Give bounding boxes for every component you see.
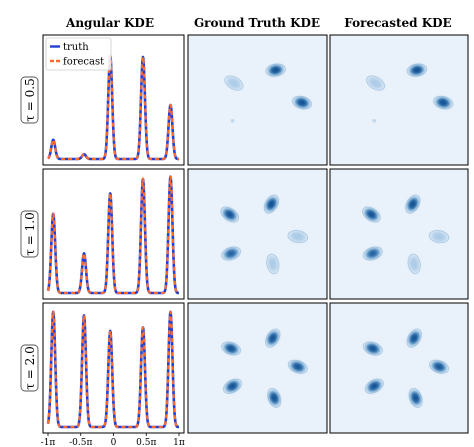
kde-blob xyxy=(365,75,386,91)
row-label-box xyxy=(20,344,39,392)
truth-line xyxy=(46,310,180,429)
kde-blob xyxy=(266,253,280,275)
legend-forecast-label: forecast xyxy=(63,57,104,68)
ground-truth-kde-map-1 xyxy=(187,34,328,166)
column-title-ground-truth-kde: Ground Truth KDE xyxy=(194,16,320,30)
kde-blob xyxy=(221,246,242,261)
row-labels: τ = 0.5 τ = 1.0 τ = 2.0 xyxy=(20,76,39,392)
kde-blob xyxy=(428,230,450,244)
kde-blob xyxy=(287,230,309,244)
kde-blob xyxy=(222,378,243,394)
x-tick-label: -0.5π xyxy=(69,438,92,447)
kde-blob xyxy=(428,359,450,374)
legend-truth-label: truth xyxy=(63,42,89,53)
row-label-text: τ = 0.5 xyxy=(23,78,37,121)
x-tick-label: -1π xyxy=(41,438,56,447)
column-title-forecasted-kde: Forecasted KDE xyxy=(344,16,451,30)
row-label-1: τ = 0.5 xyxy=(20,76,39,124)
row-label-box xyxy=(20,76,39,124)
row-label-text: τ = 2.0 xyxy=(23,346,37,389)
kde-blob xyxy=(364,378,384,394)
x-tick-label: 0 xyxy=(111,438,117,447)
kde-blob xyxy=(230,119,235,123)
angular-kde-panels xyxy=(42,34,185,434)
kde-blob xyxy=(372,119,377,123)
kde-blob xyxy=(220,206,239,223)
kde-blob xyxy=(291,95,313,110)
forecasted-kde-map-1 xyxy=(329,34,469,166)
forecast-line xyxy=(47,54,180,161)
forecasted-kde-map-2 xyxy=(329,168,469,300)
forecasted-kde-map-3 xyxy=(329,302,469,434)
x-tick-label: 0.5π xyxy=(136,438,156,447)
angular-kde-panel-2 xyxy=(42,168,185,300)
row-label-3: τ = 2.0 xyxy=(20,344,39,392)
kde-blob xyxy=(265,63,286,77)
column-title-angular-kde: Angular KDE xyxy=(65,16,154,30)
kde-blob xyxy=(267,387,282,408)
kde-blob xyxy=(287,359,308,374)
kde-blob xyxy=(408,387,423,408)
kde-blob xyxy=(406,63,428,77)
row-label-2: τ = 1.0 xyxy=(20,210,39,258)
kde-blob xyxy=(362,246,383,261)
forecast-line xyxy=(46,175,180,295)
ground-truth-kde-map-3 xyxy=(187,302,328,434)
kde-blob xyxy=(263,194,280,214)
kde-blob xyxy=(433,95,454,110)
x-axis-ticks: -1π -0.5π 0 0.5π 1π xyxy=(41,433,185,447)
legend: truth forecast xyxy=(45,37,112,71)
column-titles: Angular KDE Ground Truth KDE Forecasted … xyxy=(65,16,452,30)
angular-kde-panel-3 xyxy=(42,302,185,434)
x-tick-label: 1π xyxy=(173,438,185,447)
kde-blob xyxy=(405,194,421,214)
kde-blob xyxy=(362,206,381,223)
kde-blob xyxy=(362,341,383,356)
kde-blob xyxy=(407,253,421,275)
kde-blob xyxy=(265,328,281,348)
ground-truth-kde-map-2 xyxy=(187,168,328,300)
kde-blob xyxy=(406,328,422,348)
legend-box xyxy=(45,37,112,71)
kde-blob xyxy=(221,341,242,356)
row-label-text: τ = 1.0 xyxy=(23,212,37,255)
row-label-box xyxy=(20,210,39,258)
kde-blob xyxy=(224,75,244,91)
kde-map-panels xyxy=(187,34,469,434)
